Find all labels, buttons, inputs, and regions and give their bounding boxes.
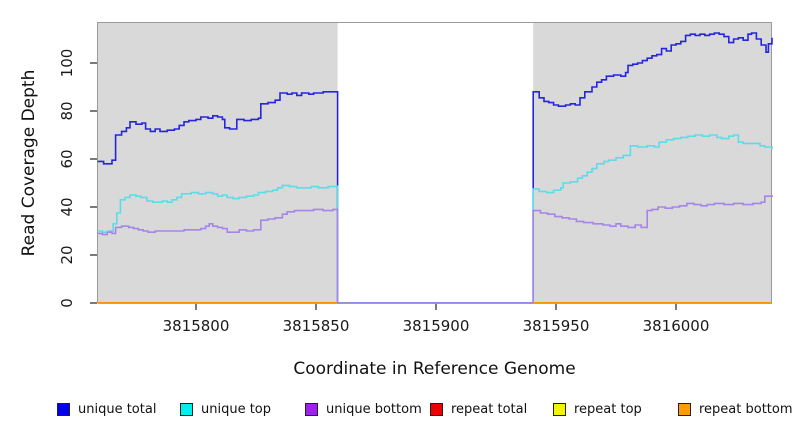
- y-tick-label: 0: [58, 298, 76, 308]
- y-tick-label: 40: [58, 197, 76, 216]
- y-tick-label: 60: [58, 149, 76, 168]
- y-tick-label: 100: [58, 49, 76, 78]
- y-tick-label: 80: [58, 101, 76, 120]
- y-axis-title: Read Coverage Depth: [19, 69, 39, 257]
- series-unique-total: [97, 32, 773, 304]
- x-tick-label: 3815900: [403, 317, 470, 335]
- x-tick-label: 3815950: [523, 317, 590, 335]
- covered-region: [97, 22, 338, 303]
- x-axis-title: Coordinate in Reference Genome: [293, 359, 576, 379]
- x-tick-label: 3816000: [643, 317, 710, 335]
- y-tick-label: 20: [58, 245, 76, 264]
- series-unique-top: [97, 134, 773, 304]
- x-tick-label: 3815850: [283, 317, 350, 335]
- covered-region: [533, 22, 772, 303]
- x-tick-label: 3815800: [163, 317, 230, 335]
